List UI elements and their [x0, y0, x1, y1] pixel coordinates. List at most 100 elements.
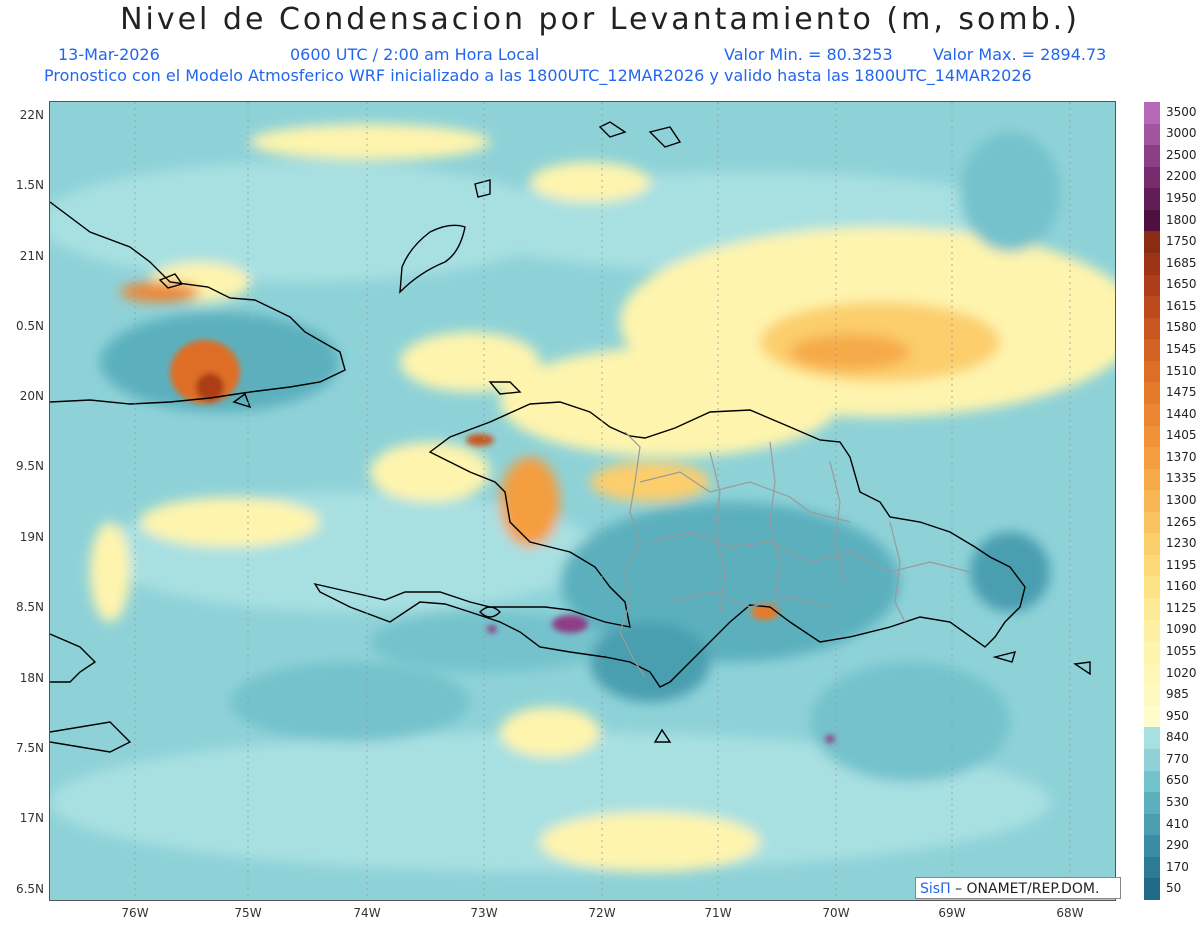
colorbar-swatch — [1144, 403, 1160, 426]
colorbar-label: 3000 — [1166, 126, 1197, 141]
lon-label: 69W — [938, 906, 966, 920]
min-value: Valor Min. = 80.3253 — [724, 45, 893, 64]
colorbar-swatch — [1144, 641, 1160, 664]
colorbar-label: 840 — [1166, 730, 1189, 745]
colorbar — [1144, 102, 1160, 901]
colorbar-swatch — [1144, 382, 1160, 405]
colorbar-label: 1750 — [1166, 234, 1197, 249]
colorbar-label: 1195 — [1166, 557, 1197, 572]
colorbar-swatch — [1144, 209, 1160, 232]
colorbar-swatch — [1144, 598, 1160, 621]
colorbar-swatch — [1144, 102, 1160, 125]
colorbar-label: 1580 — [1166, 320, 1197, 335]
map-panel — [50, 102, 1115, 900]
lat-label: 1.5N — [15, 178, 44, 192]
colorbar-label: 1615 — [1166, 298, 1197, 313]
colorbar-label: 1950 — [1166, 191, 1197, 206]
lon-label: 73W — [470, 906, 498, 920]
colorbar-swatch — [1144, 123, 1160, 146]
colorbar-label: 1265 — [1166, 514, 1197, 529]
lat-label: 17N — [19, 811, 44, 825]
colorbar-swatch — [1144, 425, 1160, 448]
lat-label: 18N — [19, 671, 44, 685]
colorbar-label: 1650 — [1166, 277, 1197, 292]
lat-label: 6.5N — [15, 882, 44, 896]
colorbar-label: 1370 — [1166, 449, 1197, 464]
lat-label: 22N — [19, 108, 44, 122]
lon-label: 72W — [588, 906, 616, 920]
colorbar-label: 1440 — [1166, 406, 1197, 421]
colorbar-swatch — [1144, 684, 1160, 707]
colorbar-label: 2200 — [1166, 169, 1197, 184]
lat-label: 7.5N — [15, 741, 44, 755]
forecast-info: Pronostico con el Modelo Atmosferico WRF… — [44, 66, 1032, 85]
colorbar-label: 1020 — [1166, 665, 1197, 680]
lon-label: 68W — [1056, 906, 1084, 920]
colorbar-label: 1405 — [1166, 428, 1197, 443]
colorbar-label: 1230 — [1166, 536, 1197, 551]
province-borders — [619, 431, 971, 678]
forecast-date: 13-Mar-2026 — [58, 45, 160, 64]
colorbar-swatch — [1144, 856, 1160, 879]
colorbar-swatch — [1144, 511, 1160, 534]
colorbar-swatch — [1144, 317, 1160, 340]
graticule — [134, 102, 1071, 900]
colorbar-swatch — [1144, 231, 1160, 254]
colorbar-label: 1800 — [1166, 212, 1197, 227]
lon-label: 71W — [704, 906, 732, 920]
colorbar-label: 1510 — [1166, 363, 1197, 378]
lat-label: 9.5N — [15, 459, 44, 473]
coastlines — [50, 121, 1091, 753]
lat-label: 0.5N — [15, 319, 44, 333]
colorbar-swatch — [1144, 770, 1160, 793]
colorbar-swatch — [1144, 878, 1160, 901]
colorbar-label: 410 — [1166, 816, 1189, 831]
colorbar-label: 950 — [1166, 708, 1189, 723]
lcl-map — [50, 102, 1115, 900]
lat-label: 8.5N — [15, 600, 44, 614]
colorbar-swatch — [1144, 554, 1160, 577]
lon-label: 74W — [353, 906, 381, 920]
colorbar-swatch — [1144, 792, 1160, 815]
colorbar-label: 3500 — [1166, 104, 1197, 119]
colorbar-label: 2500 — [1166, 147, 1197, 162]
colorbar-label: 1160 — [1166, 579, 1197, 594]
colorbar-label: 650 — [1166, 773, 1189, 788]
lon-label: 75W — [234, 906, 262, 920]
colorbar-swatch — [1144, 447, 1160, 470]
field-shading — [50, 124, 1115, 872]
colorbar-swatch — [1144, 813, 1160, 836]
map-frame — [49, 101, 1116, 901]
lat-label: 19N — [19, 530, 44, 544]
colorbar-label: 1475 — [1166, 385, 1197, 400]
colorbar-swatch — [1144, 360, 1160, 383]
colorbar-swatch — [1144, 468, 1160, 491]
colorbar-label: 530 — [1166, 794, 1189, 809]
colorbar-label: 290 — [1166, 838, 1189, 853]
colorbar-label: 1545 — [1166, 342, 1197, 357]
colorbar-label: 770 — [1166, 751, 1189, 766]
sispi-logo: SisΠ — [920, 881, 951, 897]
colorbar-label: 50 — [1166, 881, 1182, 896]
max-value: Valor Max. = 2894.73 — [933, 45, 1107, 64]
colorbar-swatch — [1144, 619, 1160, 642]
colorbar-swatch — [1144, 662, 1160, 685]
colorbar-swatch — [1144, 533, 1160, 556]
high-lcl-spots — [170, 340, 835, 743]
colorbar-label: 1300 — [1166, 493, 1197, 507]
colorbar-swatch — [1144, 252, 1160, 276]
colorbar-swatch — [1144, 705, 1160, 728]
colorbar-swatch — [1144, 490, 1160, 513]
lat-label: 21N — [19, 249, 44, 263]
colorbar-swatch — [1144, 296, 1160, 319]
colorbar-label: 170 — [1166, 859, 1189, 874]
lon-label: 76W — [121, 906, 149, 920]
credit-box: SisΠ – ONAMET/REP.DOM. — [915, 877, 1121, 899]
colorbar-label: 1685 — [1166, 255, 1197, 270]
colorbar-swatch — [1144, 188, 1160, 211]
colorbar-swatch — [1144, 145, 1160, 168]
forecast-time: 0600 UTC / 2:00 am Hora Local — [290, 45, 540, 64]
lat-label: 20N — [19, 389, 44, 403]
colorbar-swatch — [1144, 576, 1160, 599]
map-title: Nivel de Condensacion por Levantamiento … — [120, 2, 1080, 37]
